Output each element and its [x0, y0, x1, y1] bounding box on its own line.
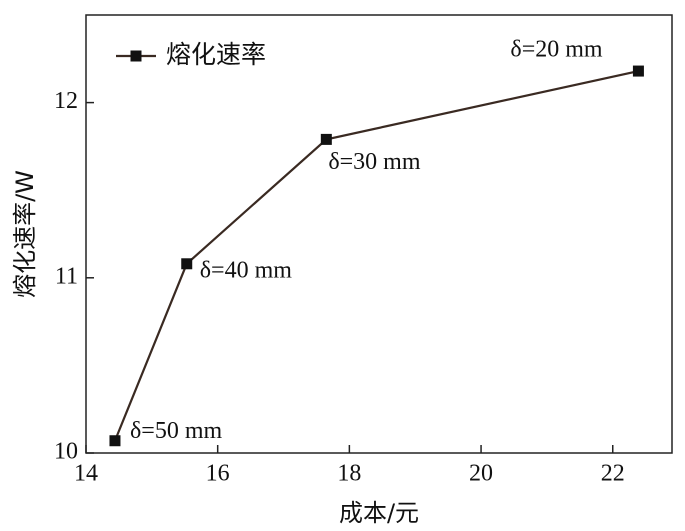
legend-label: 熔化速率: [166, 40, 266, 69]
data-point: [632, 65, 644, 77]
x-tick-label: 16: [206, 461, 230, 487]
y-tick-label: 12: [54, 88, 78, 114]
x-tick-label: 22: [601, 461, 625, 487]
plot-frame: [85, 14, 673, 454]
annotation: δ=30 mm: [328, 149, 421, 175]
x-tick-label: 20: [469, 461, 493, 487]
y-tick-label: 10: [54, 439, 78, 465]
x-tick-label: 18: [337, 461, 361, 487]
data-point: [109, 435, 121, 447]
data-point: [181, 258, 193, 270]
annotation: δ=50 mm: [130, 418, 223, 444]
x-axis-label: 成本/元: [339, 499, 419, 527]
annotation: δ=40 mm: [200, 257, 293, 283]
y-tick-label: 11: [55, 263, 78, 289]
x-tick-label: 14: [74, 461, 98, 487]
data-line: [113, 69, 639, 442]
y-axis-label: 熔化速率/W: [11, 170, 39, 298]
data-point: [320, 133, 332, 145]
annotation: δ=20 mm: [510, 37, 603, 63]
legend-marker: [130, 50, 142, 62]
